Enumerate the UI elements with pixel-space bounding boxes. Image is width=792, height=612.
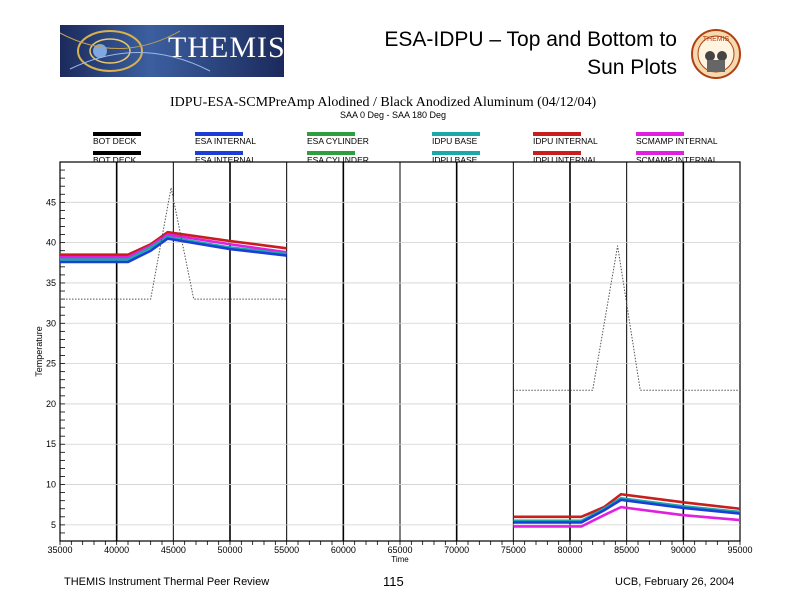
- y-axis-label: Temperature: [34, 326, 44, 377]
- legend-label: IDPU BASE: [432, 136, 478, 146]
- x-tick-label: 40000: [104, 545, 129, 555]
- y-tick-label: 25: [46, 359, 56, 369]
- y-tick-label: 5: [51, 520, 56, 530]
- legend-label: BOT DECK: [93, 136, 137, 146]
- y-tick-label: 30: [46, 318, 56, 328]
- slide-title: ESA-IDPU – Top and Bottom to Sun Plots: [317, 26, 677, 82]
- y-tick-label: 35: [46, 278, 56, 288]
- x-tick-label: 80000: [557, 545, 582, 555]
- x-tick-label: 50000: [217, 545, 242, 555]
- x-tick-label: 55000: [274, 545, 299, 555]
- legend-label: IDPU INTERNAL: [533, 136, 598, 146]
- x-tick-label: 70000: [444, 545, 469, 555]
- legend-swatch: [636, 151, 684, 155]
- series-line-esa-internal: [513, 498, 741, 524]
- legend-swatch: [307, 151, 355, 155]
- x-tick-label: 85000: [614, 545, 639, 555]
- legend-swatch: [93, 132, 141, 136]
- legend-label: ESA CYLINDER: [307, 136, 369, 146]
- seal-art: THEMIS: [691, 29, 741, 79]
- themis-logo: THEMIS: [60, 25, 284, 77]
- chart-title: IDPU-ESA-SCMPreAmp Alodined / Black Anod…: [170, 95, 597, 110]
- series-line-scmamp-internal: [513, 505, 741, 528]
- legend-label: ESA INTERNAL: [195, 155, 256, 165]
- legend-swatch: [636, 132, 684, 136]
- series-line-idpu-internal: [513, 492, 741, 519]
- x-axis-label: Time: [391, 555, 409, 564]
- slide-title-line1: ESA-IDPU – Top and Bottom to: [384, 28, 677, 51]
- y-tick-label: 10: [46, 480, 56, 490]
- legend-label: SCMAMP INTERNAL: [636, 155, 718, 165]
- logo-text: THEMIS: [168, 31, 284, 64]
- series-line-sun: [60, 187, 287, 300]
- chart-subtitle: SAA 0 Deg - SAA 180 Deg: [340, 110, 447, 120]
- legend-swatch: [533, 132, 581, 136]
- footer-right: UCB, February 26, 2004: [615, 576, 735, 588]
- legend-swatch: [432, 132, 480, 136]
- series-line-idpu-internal: [60, 230, 287, 257]
- page-number: 115: [383, 574, 404, 589]
- x-tick-label: 65000: [387, 545, 412, 555]
- series-line-sun: [513, 245, 740, 391]
- legend-swatch: [195, 151, 243, 155]
- legend-swatch: [432, 151, 480, 155]
- legend-swatch: [195, 132, 243, 136]
- legend-swatch: [307, 132, 355, 136]
- x-tick-label: 45000: [161, 545, 186, 555]
- legend-label: ESA CYLINDER: [307, 155, 369, 165]
- y-tick-label: 40: [46, 238, 56, 248]
- slide-title-line2: Sun Plots: [587, 56, 677, 79]
- x-tick-label: 95000: [727, 545, 752, 555]
- legend-label: IDPU BASE: [432, 155, 478, 165]
- y-tick-label: 20: [46, 399, 56, 409]
- series-line-idpu-base: [513, 496, 741, 523]
- series-line-esa-internal: [60, 237, 287, 264]
- y-tick-label: 15: [46, 439, 56, 449]
- legend-swatch: [533, 151, 581, 155]
- themis-logo-art: [60, 25, 284, 77]
- x-tick-label: 75000: [501, 545, 526, 555]
- seal-text: THEMIS: [703, 36, 730, 43]
- y-tick-label: 45: [46, 197, 56, 207]
- themis-mission-seal: THEMIS: [688, 28, 744, 80]
- x-tick-label: 60000: [331, 545, 356, 555]
- x-tick-label: 90000: [671, 545, 696, 555]
- x-tick-label: 35000: [47, 545, 72, 555]
- series-line-scmamp-internal: [60, 233, 287, 259]
- legend-label: ESA INTERNAL: [195, 136, 256, 146]
- legend-label: IDPU INTERNAL: [533, 155, 598, 165]
- legend-swatch: [93, 151, 141, 155]
- series-line-idpu-base: [60, 235, 287, 261]
- legend-label: BOT DECK: [93, 155, 137, 165]
- legend-label: SCMAMP INTERNAL: [636, 136, 718, 146]
- footer-left: THEMIS Instrument Thermal Peer Review: [64, 576, 270, 588]
